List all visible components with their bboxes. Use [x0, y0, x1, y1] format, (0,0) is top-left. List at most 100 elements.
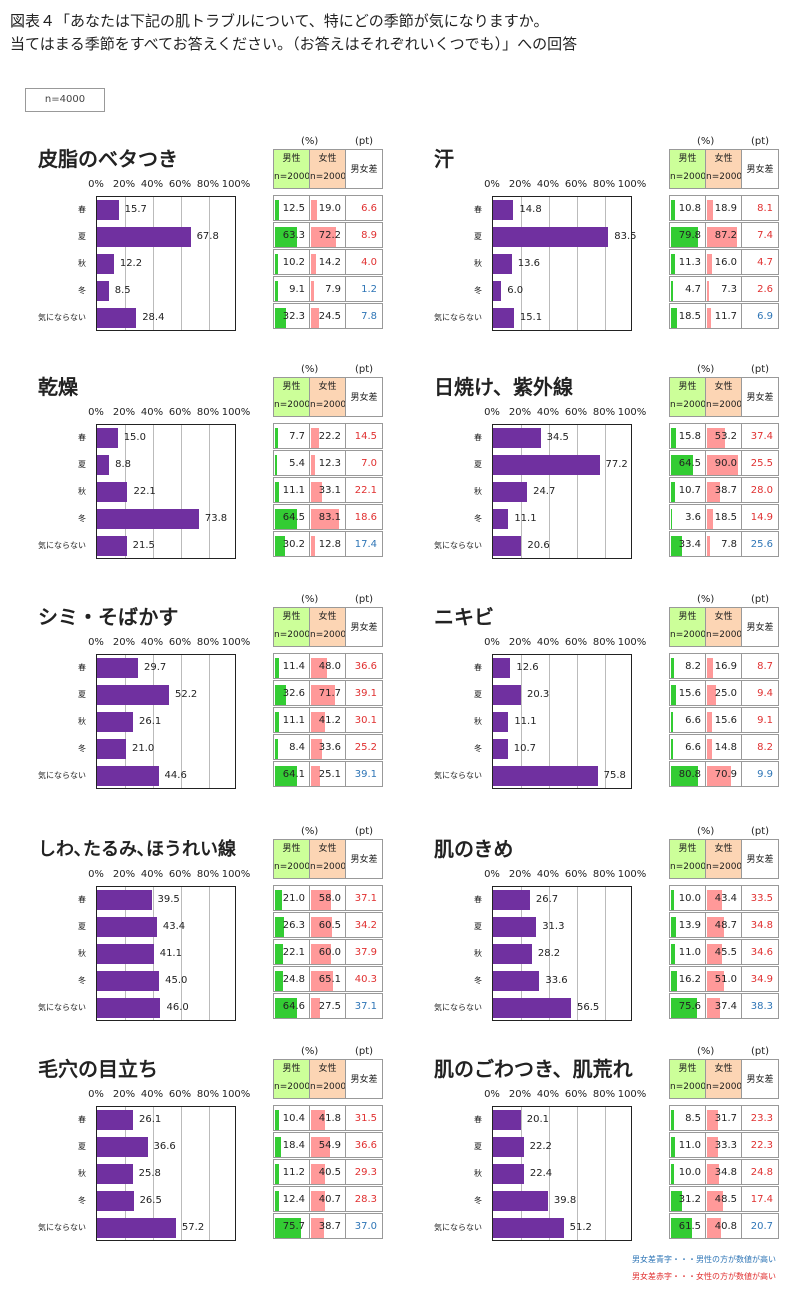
male-bar	[275, 1110, 279, 1130]
female-bar	[311, 917, 332, 937]
diff-value: 37.1	[354, 1001, 377, 1012]
axis-tick-label: 20%	[112, 869, 136, 880]
male-cell: 80.8	[669, 761, 706, 787]
gridline	[181, 655, 182, 788]
diff-header: 男女差	[741, 607, 779, 647]
female-value: 18.9	[714, 203, 737, 214]
data-label: 33.6	[545, 975, 568, 986]
diff-cell: 7.0	[345, 450, 383, 476]
unit-label-pt: (pt)	[355, 136, 374, 147]
data-bar	[493, 308, 514, 328]
male-n-label: n=2000	[274, 172, 311, 182]
category-label: 冬	[78, 286, 86, 295]
category-label: 秋	[78, 487, 86, 496]
data-label: 77.2	[605, 459, 628, 470]
female-bar	[707, 1218, 721, 1238]
diff-cell: 37.1	[345, 993, 383, 1019]
female-cell: 41.8	[309, 1105, 346, 1131]
male-value: 75.6	[678, 1001, 701, 1012]
category-label: 夏	[474, 1142, 482, 1151]
female-header: 女性 n=2000	[705, 149, 742, 189]
axis-tick-label: 80%	[592, 179, 616, 190]
male-cell: 12.4	[273, 1186, 310, 1212]
data-bar	[493, 998, 571, 1018]
figure-title: 図表４「あなたは下記の肌トラブルについて、特にどの季節が気になりますか。 当ては…	[10, 10, 577, 56]
male-bar	[275, 482, 279, 502]
data-label: 14.8	[519, 204, 542, 215]
gridline	[181, 197, 182, 330]
female-bar	[311, 1110, 326, 1130]
male-cell: 21.0	[273, 885, 310, 911]
diff-value: 17.4	[354, 539, 377, 550]
female-cell: 40.5	[309, 1159, 346, 1185]
female-value: 33.1	[318, 485, 341, 496]
female-cell: 12.3	[309, 450, 346, 476]
diff-value: 40.3	[354, 974, 377, 985]
data-label: 22.1	[133, 486, 156, 497]
data-bar	[493, 1218, 564, 1238]
data-bar	[97, 509, 199, 529]
diff-value: 30.1	[354, 715, 377, 726]
category-label: 春	[78, 663, 86, 672]
data-bar	[493, 766, 598, 786]
female-header: 女性 n=2000	[705, 1059, 742, 1099]
female-value: 7.9	[325, 284, 341, 295]
unit-label-pct: (%)	[301, 136, 319, 147]
gridline	[577, 425, 578, 558]
female-cell: 33.6	[309, 734, 346, 760]
male-value: 8.2	[685, 661, 701, 672]
category-label: 夏	[78, 460, 86, 469]
axis-tick-label: 0%	[484, 1089, 500, 1100]
data-label: 39.8	[553, 1195, 577, 1206]
female-header-label: 女性	[318, 1064, 337, 1074]
female-cell: 90.0	[705, 450, 742, 476]
male-bar	[275, 917, 284, 937]
diff-cell: 6.6	[345, 195, 383, 221]
male-value: 8.5	[685, 1113, 701, 1124]
male-cell: 11.2	[273, 1159, 310, 1185]
data-label: 51.2	[569, 1222, 592, 1233]
female-bar	[707, 227, 737, 247]
data-label: 13.6	[517, 258, 541, 269]
female-value: 16.9	[714, 661, 737, 672]
category-label: 春	[474, 663, 482, 672]
male-bar	[671, 712, 674, 732]
male-value: 11.4	[282, 661, 305, 672]
data-label: 75.8	[603, 770, 626, 781]
diff-cell: 25.6	[741, 531, 779, 557]
female-cell: 87.2	[705, 222, 742, 248]
female-bar	[311, 482, 323, 502]
chart-title: 皮脂のベタつき	[38, 147, 178, 171]
male-cell: 11.4	[273, 653, 310, 679]
diff-value: 9.1	[757, 715, 773, 726]
axis-tick-label: 0%	[484, 407, 500, 418]
male-value: 11.1	[282, 485, 305, 496]
gridline	[605, 425, 606, 558]
data-bar	[97, 766, 159, 786]
diff-value: 36.6	[354, 1140, 377, 1151]
data-label: 36.6	[153, 1141, 176, 1152]
axis-tick-label: 80%	[592, 407, 616, 418]
female-cell: 53.2	[705, 423, 742, 449]
axis-tick-label: 60%	[168, 179, 192, 190]
plot-area: 20.1 22.2 22.4 39.8 51.2	[492, 1106, 632, 1241]
data-bar	[97, 308, 137, 328]
male-bar	[671, 1218, 692, 1238]
category-label: 冬	[474, 1196, 482, 1205]
diff-cell: 31.5	[345, 1105, 383, 1131]
female-bar	[707, 1110, 718, 1130]
male-bar	[275, 1191, 280, 1211]
male-cell: 10.4	[273, 1105, 310, 1131]
female-bar	[311, 658, 328, 678]
data-bar	[97, 658, 138, 678]
axis-tick-label: 80%	[592, 1089, 616, 1100]
chart-title: 肌のごわつき、肌荒れ	[434, 1057, 633, 1081]
axis-tick-label: 100%	[617, 869, 647, 880]
female-bar	[707, 536, 710, 556]
male-cell: 11.0	[669, 939, 706, 965]
male-value: 11.0	[678, 947, 701, 958]
female-value: 40.8	[714, 1221, 737, 1232]
male-value: 12.4	[282, 1194, 305, 1205]
male-value: 7.7	[289, 431, 305, 442]
female-bar	[707, 658, 713, 678]
